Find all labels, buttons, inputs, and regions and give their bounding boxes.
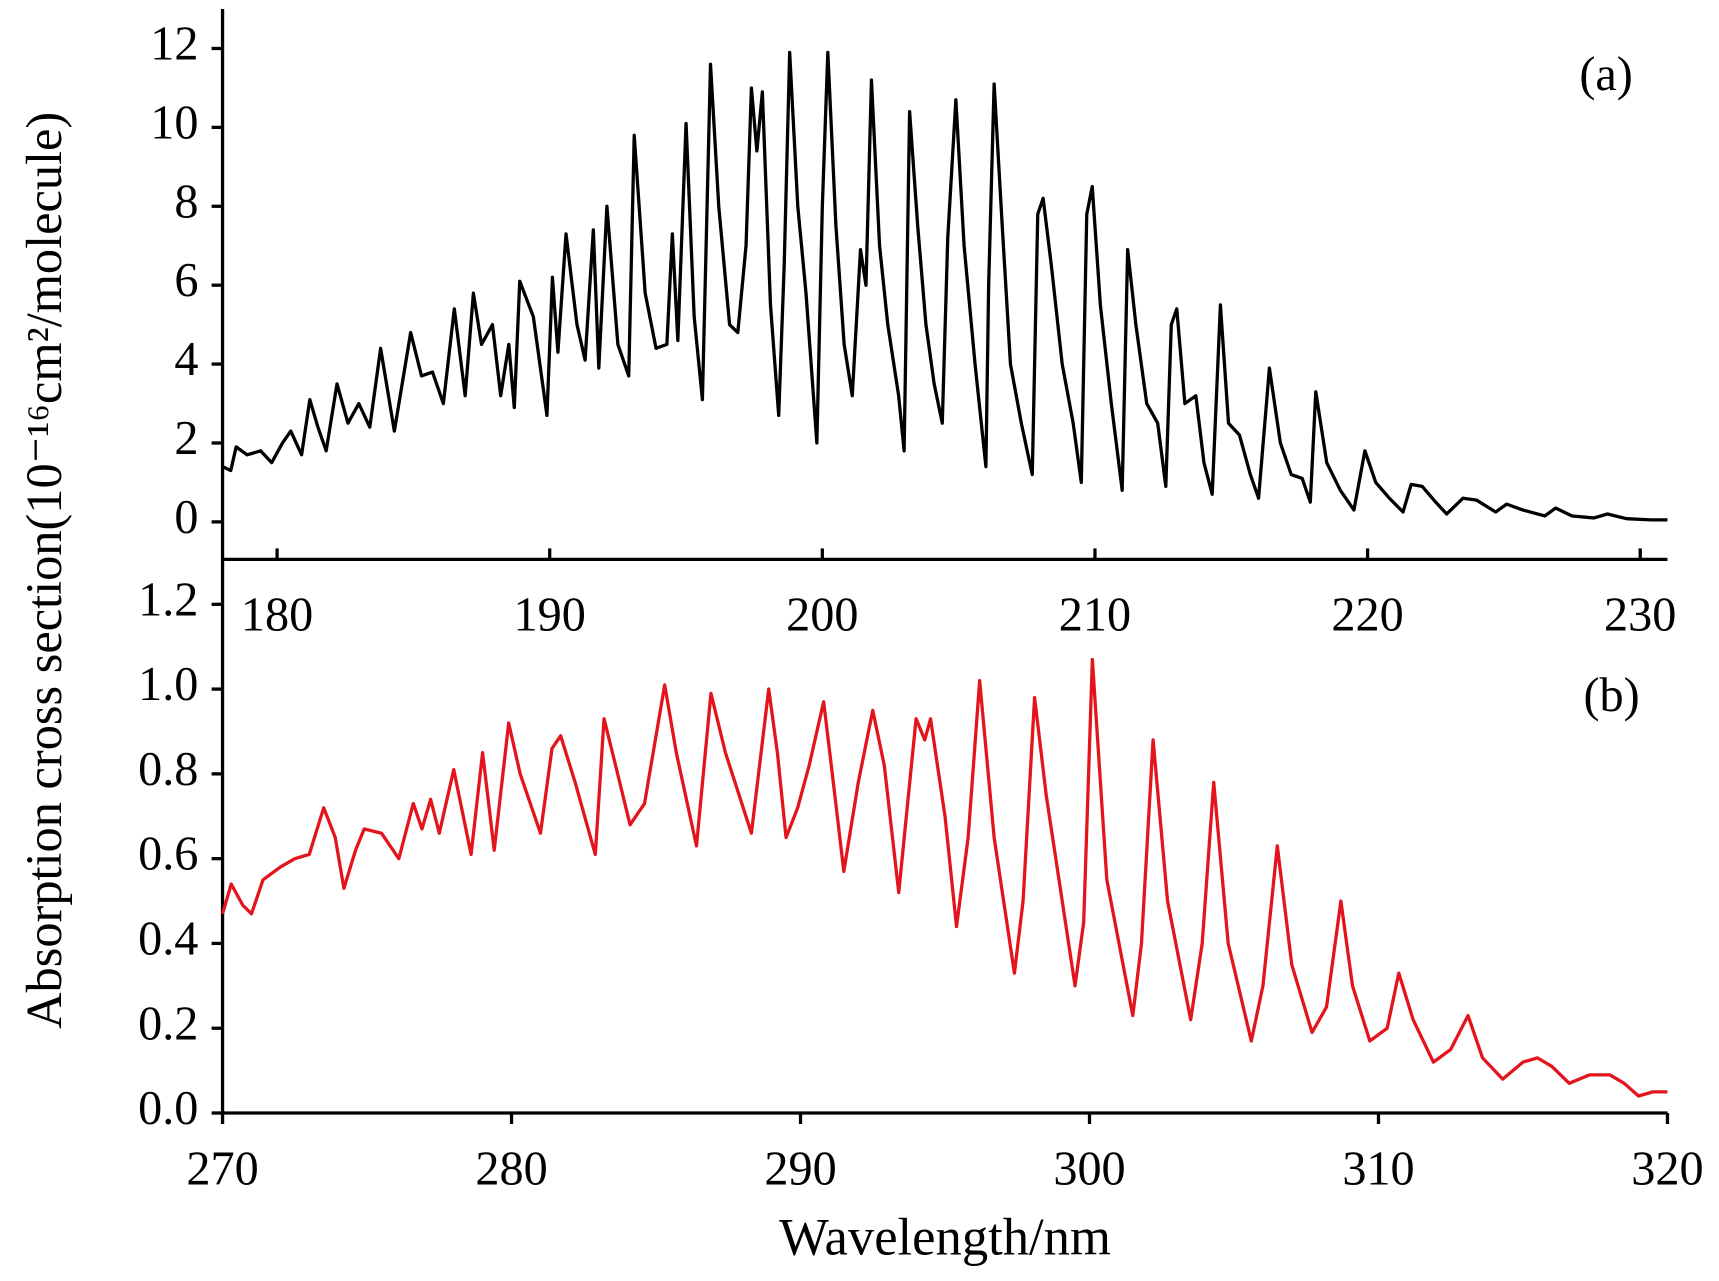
x-tick-label: 320 <box>1631 1142 1703 1195</box>
y-tick-label: 0.2 <box>138 997 198 1050</box>
y-tick-label: 0.0 <box>138 1082 198 1135</box>
x-tick-label: 310 <box>1342 1142 1414 1195</box>
y-tick-label: 0 <box>174 491 198 544</box>
y-tick-label: 0.4 <box>138 913 198 966</box>
y-axis-label: Absorption cross section(10⁻¹⁶cm²/molecu… <box>16 112 72 1029</box>
spectrum-line <box>221 50 1668 522</box>
spectrum-line <box>220 657 1668 1098</box>
y-tick-label: 6 <box>174 254 198 307</box>
x-tick-label: 210 <box>1059 589 1131 642</box>
y-tick-label: 4 <box>174 333 198 386</box>
panel-label: (b) <box>1583 669 1639 722</box>
y-tick-label: 8 <box>174 175 198 228</box>
y-tick-label: 1.0 <box>138 658 198 711</box>
x-tick-label: 220 <box>1331 589 1403 642</box>
x-tick-label: 300 <box>1053 1142 1125 1195</box>
x-tick-label: 290 <box>764 1142 836 1195</box>
x-axis-label: Wavelength/nm <box>779 1208 1111 1266</box>
y-tick-label: 12 <box>150 18 198 71</box>
y-tick-label: 10 <box>150 96 198 149</box>
x-tick-label: 190 <box>514 589 586 642</box>
x-tick-label: 200 <box>786 589 858 642</box>
panel-label: (a) <box>1579 48 1633 101</box>
y-tick-label: 1.2 <box>138 573 198 626</box>
x-tick-label: 280 <box>475 1142 547 1195</box>
x-tick-label: 230 <box>1604 589 1676 642</box>
y-tick-label: 0.8 <box>138 743 198 796</box>
y-tick-label: 0.6 <box>138 828 198 881</box>
x-tick-label: 180 <box>241 589 313 642</box>
y-tick-label: 2 <box>174 412 198 465</box>
x-tick-label: 270 <box>186 1142 258 1195</box>
